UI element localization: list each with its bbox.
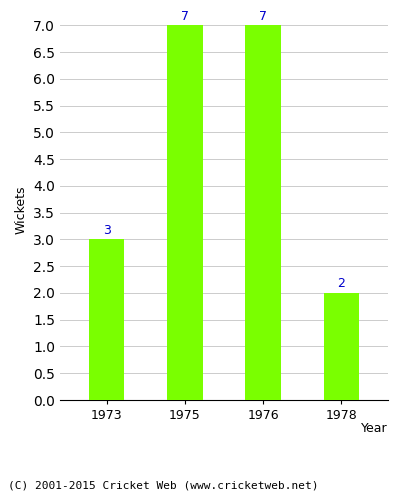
Y-axis label: Wickets: Wickets (14, 186, 28, 234)
Bar (324, 293, 359, 400)
Text: 2: 2 (337, 278, 345, 290)
Bar (246, 26, 281, 400)
Bar (89, 240, 124, 400)
Text: (C) 2001-2015 Cricket Web (www.cricketweb.net): (C) 2001-2015 Cricket Web (www.cricketwe… (8, 480, 318, 490)
Text: 7: 7 (181, 10, 189, 22)
Text: Year: Year (361, 422, 388, 436)
Bar (167, 26, 202, 400)
Text: 3: 3 (103, 224, 111, 237)
Text: 7: 7 (259, 10, 267, 22)
